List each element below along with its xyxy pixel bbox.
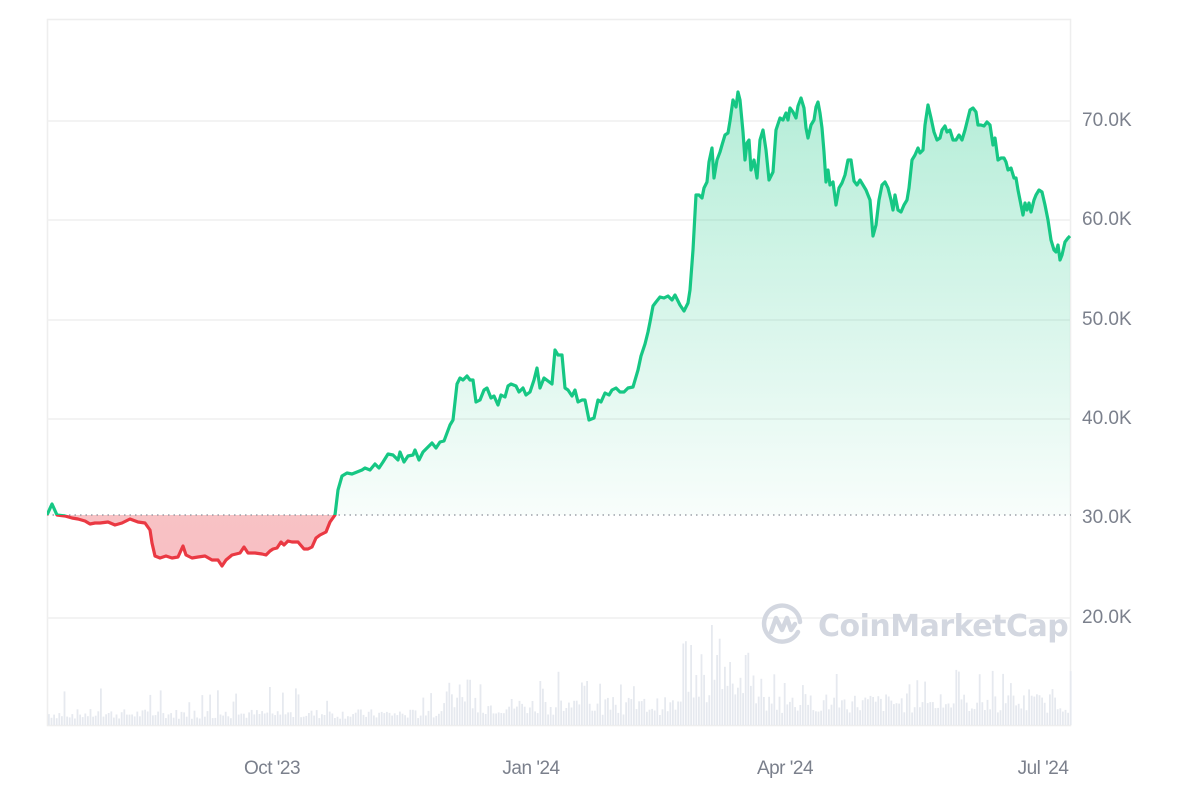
price-area-down <box>47 515 1070 566</box>
y-tick-70k: 70.0K <box>1082 110 1132 131</box>
volume-bars <box>48 625 1072 725</box>
plot-frame <box>46 18 1072 727</box>
coinmarketcap-logo-icon <box>761 603 803 644</box>
x-tick-apr-24: Apr '24 <box>756 758 814 779</box>
y-tick-60k: 60.0K <box>1082 209 1132 230</box>
price-area-up <box>47 92 1070 515</box>
y-tick-50k: 50.0K <box>1082 309 1132 330</box>
x-tick-jul-24: Jul '24 <box>1017 758 1069 779</box>
price-line-down <box>47 515 337 568</box>
watermark-text: CoinMarketCap <box>818 608 1069 644</box>
y-tick-40k: 40.0K <box>1082 408 1132 429</box>
x-tick-oct-23: Oct '23 <box>243 758 301 779</box>
y-tick-30k: 30.0K <box>1082 507 1132 528</box>
price-line-up <box>47 90 1071 515</box>
x-tick-jan-24: Jan '24 <box>502 758 560 779</box>
y-tick-20k: 20.0K <box>1082 607 1132 628</box>
coinmarketcap-watermark: CoinMarketCap <box>758 602 1069 650</box>
